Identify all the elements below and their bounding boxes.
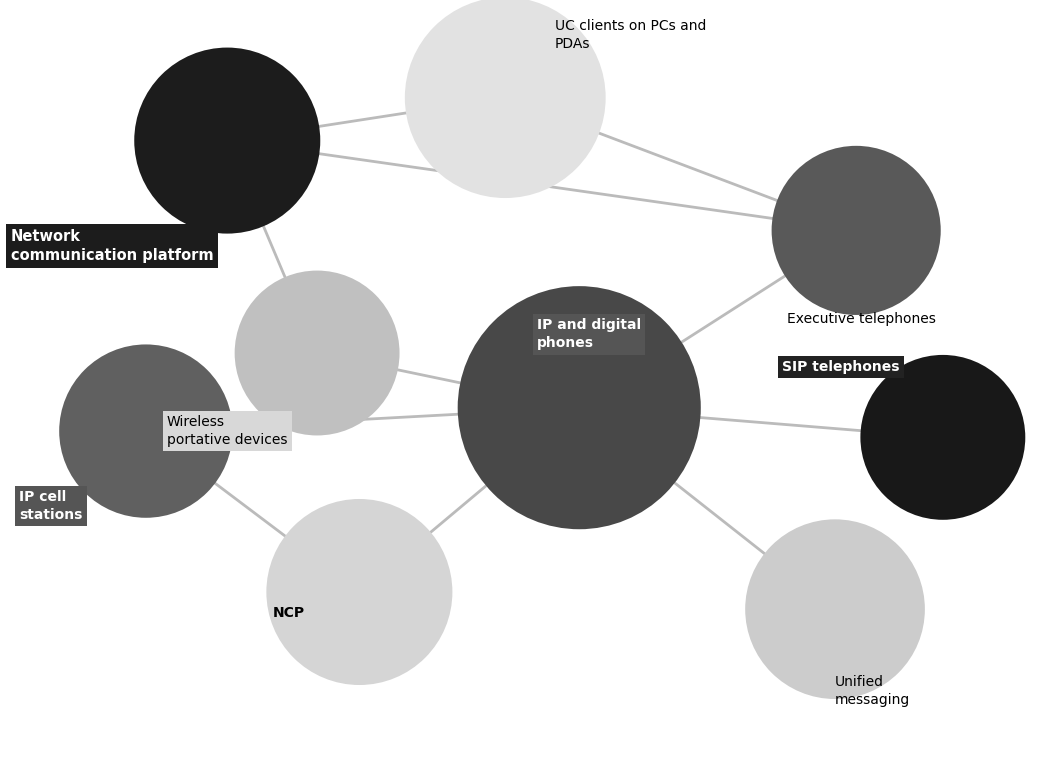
Ellipse shape — [266, 499, 452, 685]
Text: IP cell
stations: IP cell stations — [19, 490, 82, 522]
Text: UC clients on PCs and
PDAs: UC clients on PCs and PDAs — [555, 19, 706, 52]
Text: Unified
messaging: Unified messaging — [835, 675, 910, 708]
Text: IP and digital
phones: IP and digital phones — [537, 318, 642, 351]
Ellipse shape — [59, 344, 233, 518]
Ellipse shape — [134, 48, 320, 234]
Ellipse shape — [235, 270, 400, 436]
Ellipse shape — [860, 355, 1025, 520]
Text: SIP telephones: SIP telephones — [782, 360, 900, 374]
Text: Executive telephones: Executive telephones — [787, 312, 937, 326]
Ellipse shape — [745, 519, 925, 699]
Ellipse shape — [405, 0, 606, 198]
Text: Network
communication platform: Network communication platform — [11, 229, 214, 263]
Text: NCP: NCP — [273, 606, 304, 620]
Ellipse shape — [772, 146, 941, 315]
Ellipse shape — [458, 286, 701, 530]
Text: Wireless
portative devices: Wireless portative devices — [167, 415, 288, 448]
